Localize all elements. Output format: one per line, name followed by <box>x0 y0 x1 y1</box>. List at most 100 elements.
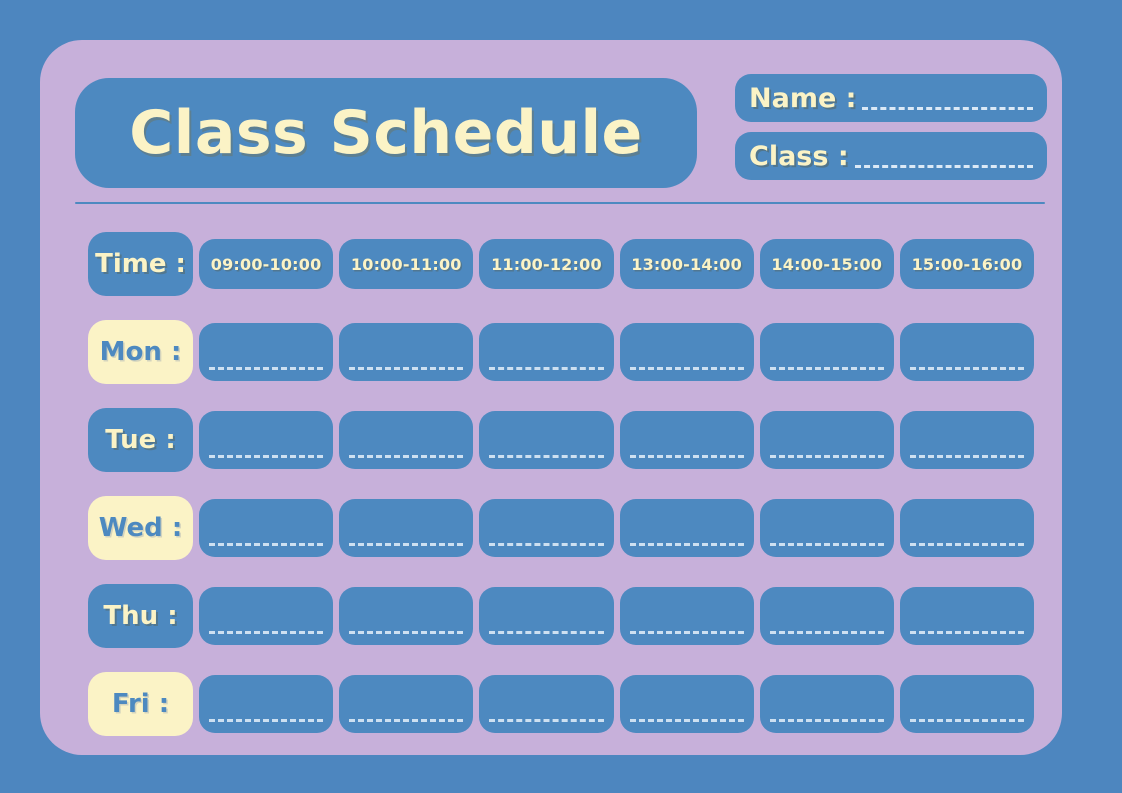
entry-cell[interactable] <box>899 587 1035 645</box>
entry-write-in-line <box>489 719 604 722</box>
entry-cell[interactable] <box>619 499 754 557</box>
entry-write-in-line <box>629 543 744 546</box>
entry-write-in-line <box>349 543 464 546</box>
table-row: Mon : <box>88 320 1035 384</box>
table-row: Wed : <box>88 496 1035 560</box>
entry-cell[interactable] <box>479 411 614 469</box>
day-label-cell-fri: Fri : <box>88 672 193 736</box>
time-slot-cell: 09:00-10:00 <box>199 239 334 289</box>
entry-write-in-line <box>909 367 1025 370</box>
class-write-in-line[interactable] <box>854 164 1033 168</box>
schedule-card: Class Schedule Name : Class : Time : <box>40 40 1062 755</box>
page-title: Class Schedule <box>129 98 643 168</box>
day-label: Fri : <box>111 689 170 719</box>
time-label-cell: Time : <box>88 232 193 296</box>
entry-cell[interactable] <box>479 587 614 645</box>
entry-write-in-line <box>349 367 464 370</box>
entry-write-in-line <box>349 631 464 634</box>
entry-write-in-line <box>209 367 324 370</box>
entry-cell[interactable] <box>759 675 894 733</box>
day-label-cell-wed: Wed : <box>88 496 193 560</box>
time-slot-label: 15:00-16:00 <box>911 254 1023 274</box>
table-row: Fri : <box>88 672 1035 736</box>
entry-write-in-line <box>209 543 324 546</box>
table-row: Tue : <box>88 408 1035 472</box>
time-slot-cell: 11:00-12:00 <box>479 239 614 289</box>
entry-cell[interactable] <box>339 411 474 469</box>
entry-cell[interactable] <box>199 587 334 645</box>
schedule-grid: Time : 09:00-10:00 10:00-11:00 11:00-12:… <box>88 232 1035 736</box>
class-label: Class : <box>749 140 849 172</box>
day-label: Mon : <box>99 337 182 367</box>
entry-cell[interactable] <box>899 499 1035 557</box>
entry-write-in-line <box>769 367 884 370</box>
day-label-cell-tue: Tue : <box>88 408 193 472</box>
entry-write-in-line <box>629 367 744 370</box>
entry-write-in-line <box>489 631 604 634</box>
entry-write-in-line <box>769 719 884 722</box>
entry-write-in-line <box>909 455 1025 458</box>
entry-cell[interactable] <box>759 323 894 381</box>
day-label: Wed : <box>98 513 183 543</box>
name-field-row[interactable]: Name : <box>735 74 1047 122</box>
entry-write-in-line <box>769 631 884 634</box>
entry-write-in-line <box>769 455 884 458</box>
entry-cell[interactable] <box>619 587 754 645</box>
time-slot-label: 10:00-11:00 <box>350 254 462 274</box>
header: Class Schedule Name : Class : <box>75 74 1047 196</box>
entry-cell[interactable] <box>479 499 614 557</box>
table-row: Thu : <box>88 584 1035 648</box>
header-divider <box>75 202 1045 204</box>
meta-fields: Name : Class : <box>735 74 1047 196</box>
entry-cell[interactable] <box>479 323 614 381</box>
entry-write-in-line <box>489 455 604 458</box>
entry-write-in-line <box>209 455 324 458</box>
entry-cell[interactable] <box>759 499 894 557</box>
entry-cell[interactable] <box>199 675 334 733</box>
entry-cell[interactable] <box>759 411 894 469</box>
entry-cell[interactable] <box>899 675 1035 733</box>
entry-cell[interactable] <box>339 675 474 733</box>
time-slot-label: 11:00-12:00 <box>491 254 602 274</box>
day-label: Thu : <box>103 601 178 631</box>
entry-write-in-line <box>489 543 604 546</box>
entry-cell[interactable] <box>619 411 754 469</box>
name-write-in-line[interactable] <box>862 106 1033 110</box>
entry-cell[interactable] <box>339 587 474 645</box>
time-slot-label: 13:00-14:00 <box>631 254 742 274</box>
time-slot-cell: 15:00-16:00 <box>899 239 1035 289</box>
entry-cell[interactable] <box>339 499 474 557</box>
entry-cell[interactable] <box>199 499 334 557</box>
entry-cell[interactable] <box>899 411 1035 469</box>
entry-write-in-line <box>629 455 744 458</box>
time-slot-cell: 14:00-15:00 <box>759 239 894 289</box>
day-label: Tue : <box>105 425 176 455</box>
name-label: Name : <box>749 82 857 114</box>
time-slot-cell: 13:00-14:00 <box>619 239 754 289</box>
time-slot-cell: 10:00-11:00 <box>339 239 474 289</box>
class-field-row[interactable]: Class : <box>735 132 1047 180</box>
entry-write-in-line <box>209 631 324 634</box>
entry-write-in-line <box>909 631 1025 634</box>
time-header-row: Time : 09:00-10:00 10:00-11:00 11:00-12:… <box>88 232 1035 296</box>
entry-write-in-line <box>769 543 884 546</box>
entry-cell[interactable] <box>199 411 334 469</box>
entry-write-in-line <box>349 455 464 458</box>
entry-cell[interactable] <box>339 323 474 381</box>
entry-cell[interactable] <box>619 675 754 733</box>
entry-cell[interactable] <box>199 323 334 381</box>
entry-write-in-line <box>909 719 1025 722</box>
entry-cell[interactable] <box>479 675 614 733</box>
title-banner: Class Schedule <box>75 78 697 188</box>
entry-write-in-line <box>629 719 744 722</box>
time-label: Time : <box>95 249 186 279</box>
entry-write-in-line <box>349 719 464 722</box>
entry-cell[interactable] <box>759 587 894 645</box>
entry-write-in-line <box>909 543 1025 546</box>
day-label-cell-thu: Thu : <box>88 584 193 648</box>
entry-cell[interactable] <box>619 323 754 381</box>
day-label-cell-mon: Mon : <box>88 320 193 384</box>
entry-cell[interactable] <box>899 323 1035 381</box>
time-slot-label: 14:00-15:00 <box>771 254 883 274</box>
